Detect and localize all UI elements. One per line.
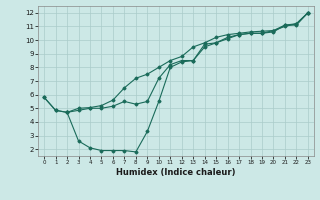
X-axis label: Humidex (Indice chaleur): Humidex (Indice chaleur) <box>116 168 236 177</box>
